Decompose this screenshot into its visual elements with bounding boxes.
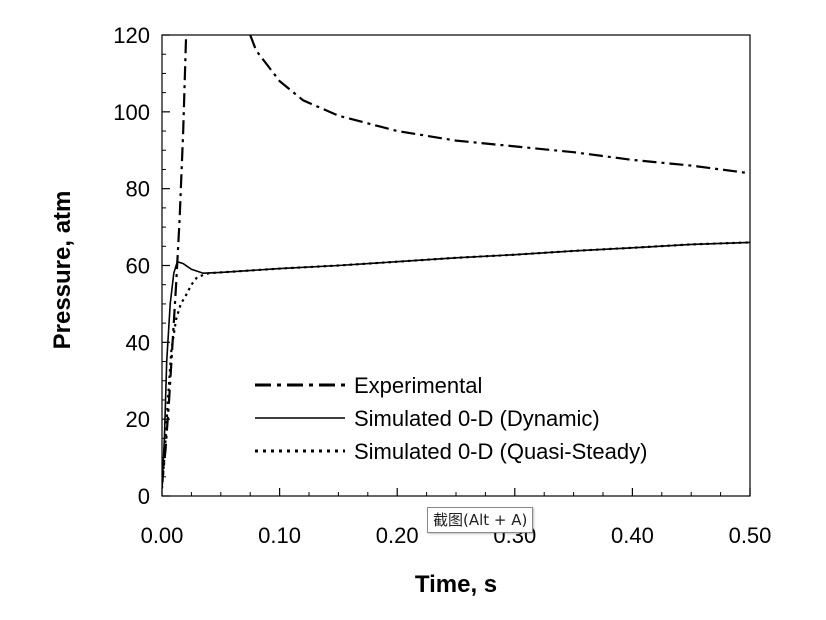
series-line-0	[162, 35, 750, 485]
x-tick-label: 0.40	[611, 523, 654, 548]
y-tick-label: 100	[113, 100, 150, 125]
x-tick-label: 0.50	[729, 523, 772, 548]
legend-label-2: Simulated 0-D (Quasi-Steady)	[354, 439, 647, 464]
y-tick-label: 60	[126, 254, 150, 279]
y-tick-label: 40	[126, 330, 150, 355]
plot-frame	[161, 34, 751, 497]
x-tick-label: 0.10	[258, 523, 301, 548]
legend-label-1: Simulated 0-D (Dynamic)	[354, 406, 600, 431]
screenshot-tooltip: 截图(Alt + A)	[427, 507, 534, 533]
y-tick-label: 0	[138, 484, 150, 509]
legend: Experimental Simulated 0-D (Dynamic) Simul…	[255, 373, 647, 464]
legend-label-0: Experimental	[354, 373, 482, 398]
y-axis-title: Pressure, atm	[49, 191, 76, 350]
x-tick-label: 0.20	[376, 523, 419, 548]
y-tick-label: 80	[126, 177, 150, 202]
x-tick-label: 0.00	[141, 523, 184, 548]
y-tick-label: 20	[126, 407, 150, 432]
y-tick-label: 120	[113, 23, 150, 48]
series-line-2	[162, 241, 750, 489]
x-axis-title: Time, s	[415, 571, 497, 598]
